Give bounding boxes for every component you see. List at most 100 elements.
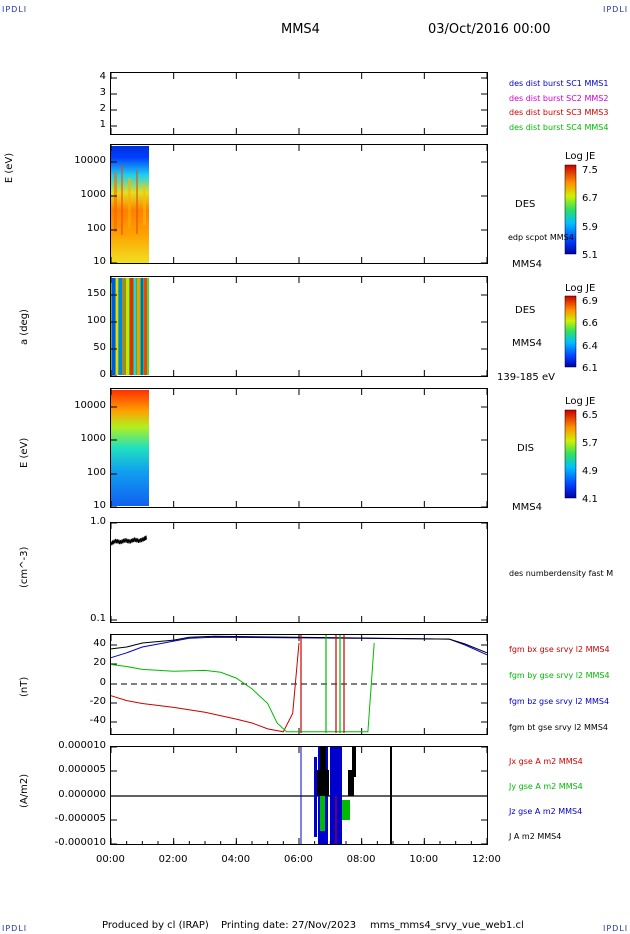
footer-printing-date: Printing date: 27/Nov/2023 [221,920,357,931]
colorbar-tick-label: 7.5 [582,165,598,176]
y-tick-label: 100 [86,315,106,326]
y-tick-label: -40 [89,715,106,726]
y-tick-label: 0.1 [90,613,106,624]
colorbar-tick-label: 5.7 [582,438,598,449]
y-tick-label: 20 [93,657,106,668]
colorbar-tick-label: 6.7 [582,193,598,204]
footer-file-name: mms_mms4_srvy_vue_web1.cl [370,920,524,931]
bfield-series-line [110,642,375,733]
y-tick-label: -20 [89,696,106,707]
bfield-series-line [110,635,488,654]
corner-label-bottom-left: IPDLI [2,924,28,933]
y-tick-label: 150 [86,288,106,299]
des-energy-sc-label: MMS4 [512,259,542,270]
current-legend-entry: Jx gse A m2 MMS4 [509,757,583,766]
y-tick-label: 50 [93,342,106,353]
time-tick-label: 12:00 [472,854,501,865]
density-panel-frame [110,522,488,623]
y-tick-label: 1 [99,119,106,130]
y-tick-label: 10000 [74,155,106,166]
current-spikes [300,747,392,844]
y-tick-label: 2 [99,103,106,114]
bfield-series-line [110,636,488,659]
colorbar-tick-label: 5.9 [582,222,598,233]
spacecraft-title: MMS4 [281,22,320,37]
des-energy-label: DES [515,199,536,210]
bfield-legend-entry: fgm bt gse srvy l2 MMS4 [509,723,608,732]
dis-energy-colorbar [564,409,577,499]
current-legend-entry: J A m2 MMS4 [509,832,562,841]
y-tick-label: 40 [93,638,106,649]
y-tick-label: 3 [99,87,106,98]
y-tick-label: 0 [99,369,106,380]
y-tick-label: 0.000010 [58,740,106,751]
current-legend-entry: Jz gse A m2 MMS4 [509,807,583,816]
corner-label-bottom-right: IPDLI [603,924,629,933]
y-tick-label: 0.000005 [58,764,106,775]
y-tick-label: 100 [86,467,106,478]
footer-produced-by: Produced by cl (IRAP) [102,920,209,931]
des-pitch-streaks [112,278,149,375]
y-tick-label: 0 [99,677,106,688]
dis-energy-panel-frame [110,388,488,508]
bfield-legend-entry: fgm bx gse srvy l2 MMS4 [509,645,610,654]
corner-label-top-left: IPDLI [2,5,28,14]
colorbar-tick-label: 6.5 [582,410,598,421]
des-energy-colorbar [564,164,577,255]
colorbar-tick-label: 5.1 [582,250,598,261]
y-tick-label: -0.000010 [54,837,106,848]
des-energy-panel-frame [110,144,488,264]
dis-energy-colorbar-title: Log JE [565,396,596,407]
time-tick-label: 00:00 [96,854,125,865]
density-legend-entry: des numberdensity fast M [509,569,614,578]
time-tick-label: 06:00 [284,854,313,865]
time-tick-label: 02:00 [158,854,188,865]
burst-legend-entry: des dist burst SC1 MMS1 [509,79,609,88]
dis-energy-sc-label: MMS4 [512,502,542,513]
colorbar-tick-label: 6.1 [582,363,598,374]
des-energy-streaks [114,165,146,235]
y-tick-label: -0.000005 [54,813,106,824]
burst-panel-frame [110,72,488,135]
des-pitch-colorbar-title: Log JE [565,283,596,294]
time-tick-label: 04:00 [221,854,251,865]
time-tick-label: 10:00 [409,854,439,865]
des-energy-overlay-label: edp scpot MMS4 [508,233,574,242]
des-pitch-energy-range: 139-185 eV [497,372,555,383]
colorbar-tick-label: 4.1 [582,494,598,505]
current-legend-entry: Jy gse A m2 MMS4 [509,782,583,791]
y-tick-label: 0.000000 [58,789,106,800]
corner-label-top-right: IPDLI [603,5,629,14]
dis-energy-label: DIS [517,443,534,454]
y-tick-label: 1000 [80,433,106,444]
density-series-line [110,535,147,546]
bfield-panel-frame [110,634,488,735]
burst-legend-entry: des dist burst SC2 MMS2 [509,93,609,103]
y-tick-label: 10 [93,500,106,511]
des-pitch-label: DES [515,305,536,316]
y-tick-label: 4 [99,71,106,82]
bfield-series-line [110,642,300,733]
des-pitch-colorbar [564,295,577,368]
bfield-legend-entry: fgm bz gse srvy l2 MMS4 [509,697,610,706]
y-tick-label: 1.0 [90,516,106,527]
time-tick-label: 08:00 [346,854,376,865]
y-tick-label: 10000 [74,400,106,411]
des-pitch-sc-label: MMS4 [512,338,542,349]
colorbar-tick-label: 6.6 [582,318,598,329]
des-pitch-panel-frame [110,276,488,377]
burst-legend-entry: des dist burst SC4 MMS4 [509,122,609,132]
y-tick-label: 1000 [80,189,106,200]
des-energy-colorbar-title: Log JE [565,151,596,162]
colorbar-tick-label: 6.9 [582,296,598,307]
y-tick-label: 10 [93,256,106,267]
dis-energy-spectrogram [111,390,149,506]
date-time: 03/Oct/2016 00:00 [428,22,551,37]
burst-legend-entry: des dist burst SC3 MMS3 [509,108,609,117]
colorbar-tick-label: 6.4 [582,341,598,352]
y-tick-label: 100 [86,223,106,234]
colorbar-tick-label: 4.9 [582,466,598,477]
bfield-legend-entry: fgm by gse srvy l2 MMS4 [509,671,610,680]
current-panel-frame [110,746,488,845]
